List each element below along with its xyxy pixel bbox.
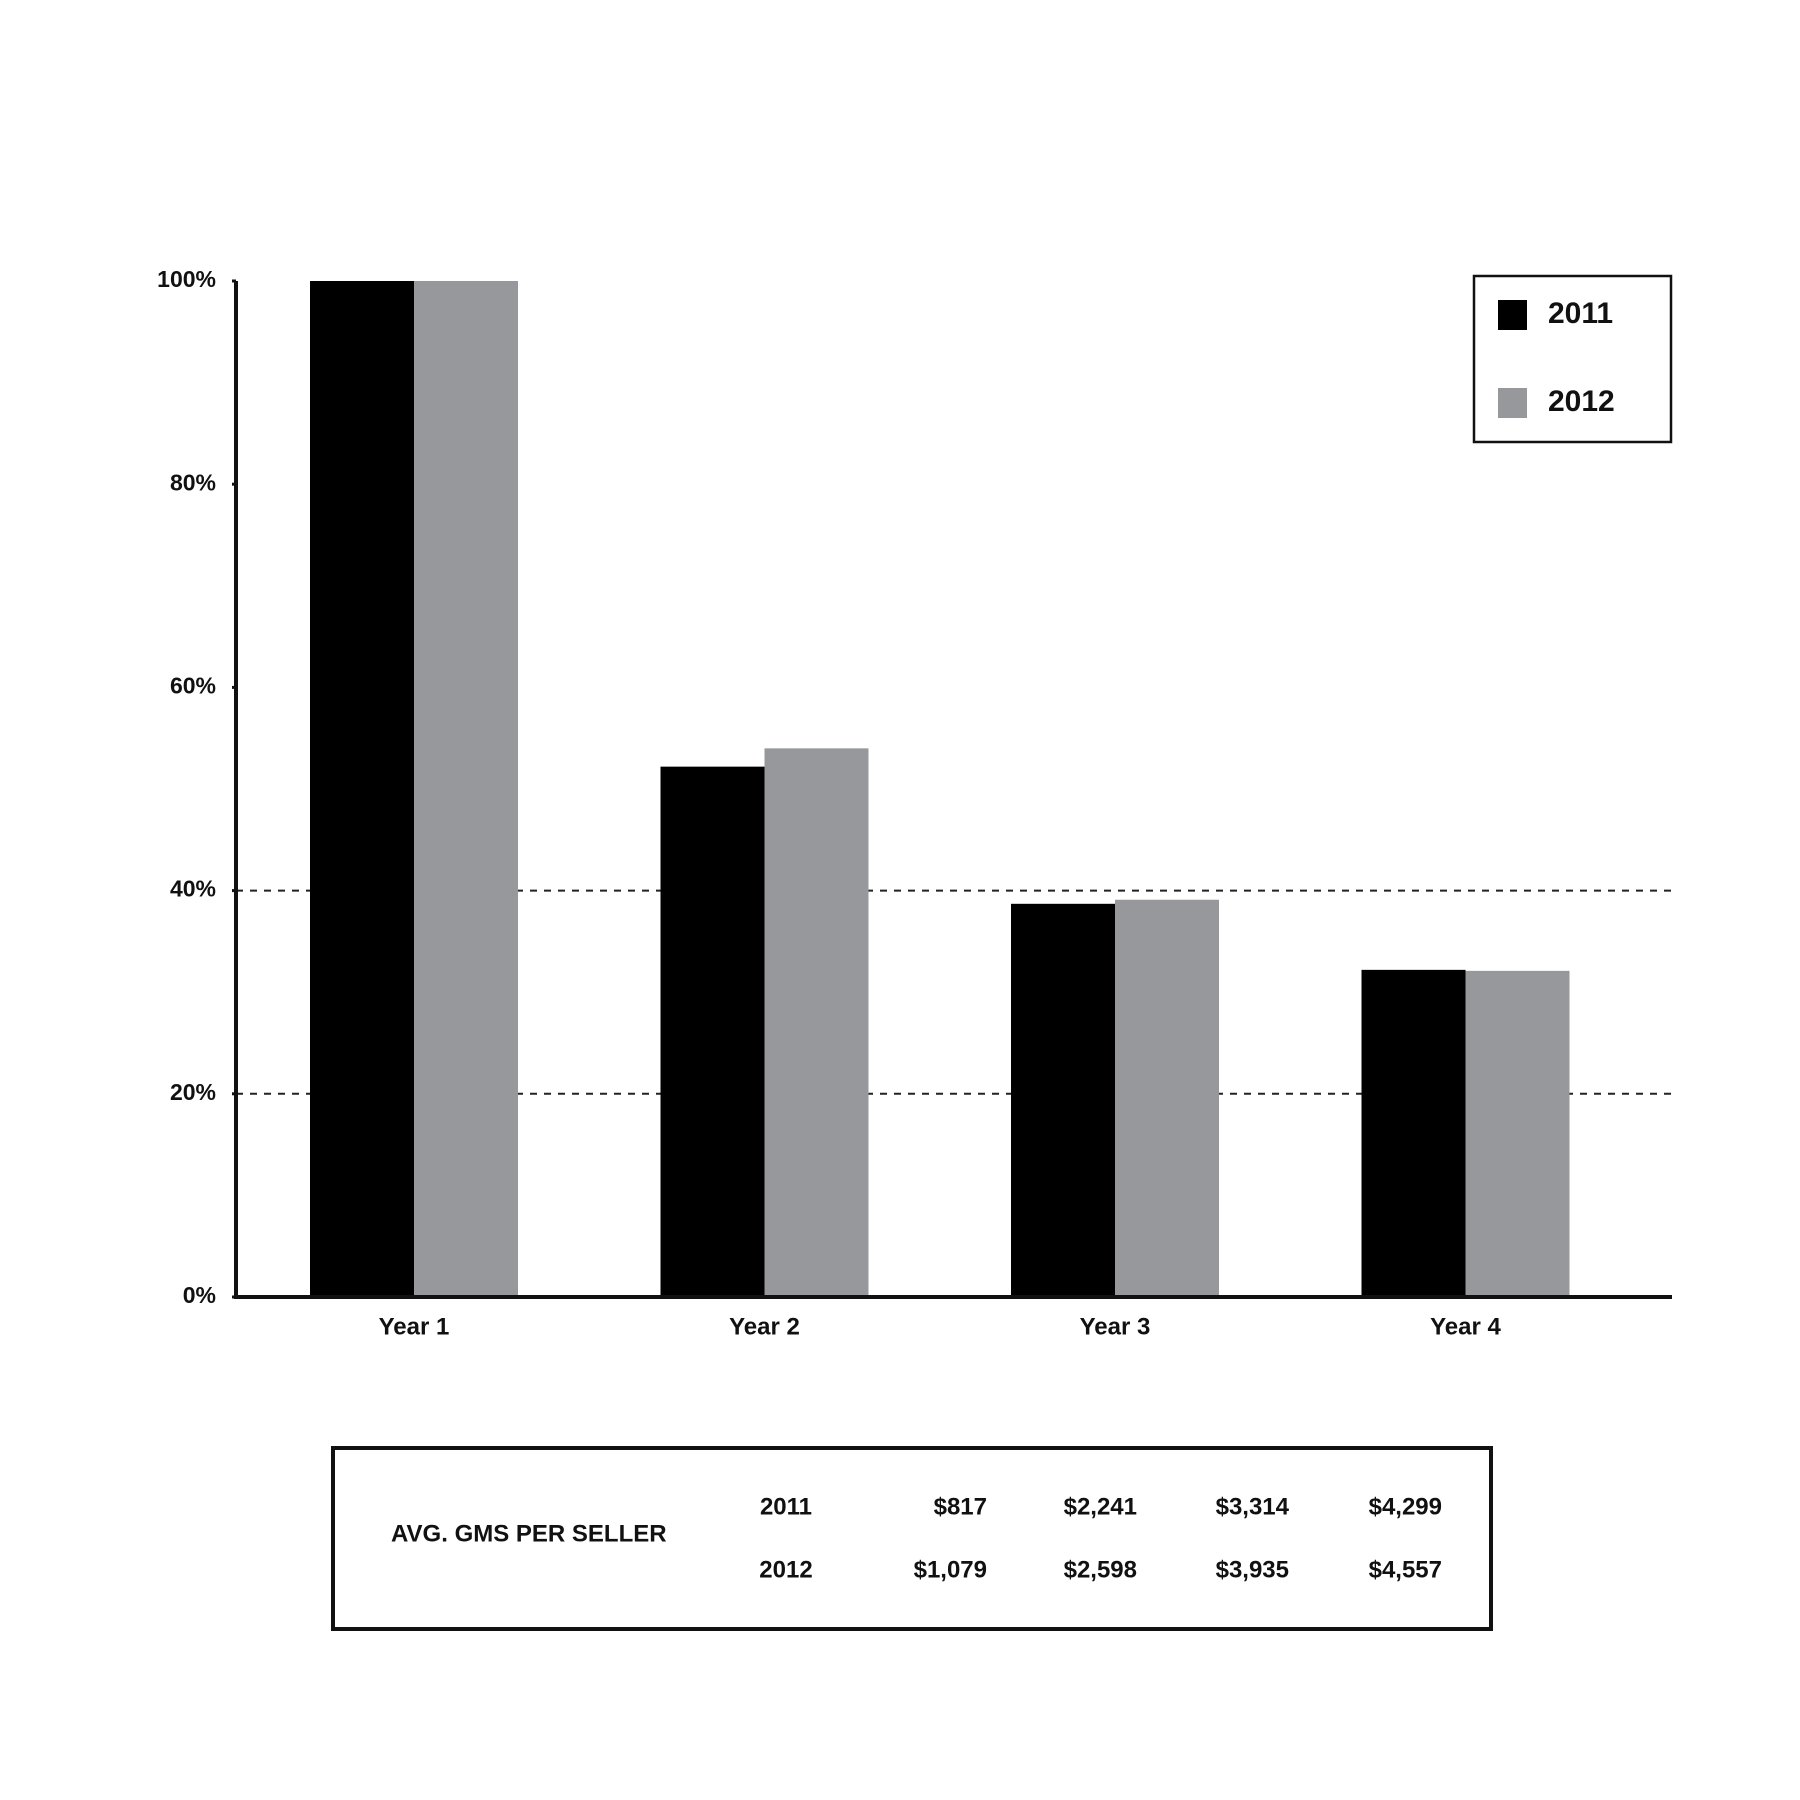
y-tick-label: 20%	[170, 1079, 216, 1105]
bar	[1011, 903, 1115, 1297]
y-tick-label: 80%	[170, 469, 216, 495]
table-cell: $3,935	[1216, 1556, 1289, 1583]
x-tick-label: Year 3	[1080, 1313, 1151, 1340]
table-cell: $1,079	[914, 1556, 987, 1583]
legend-label: 2011	[1548, 297, 1613, 330]
bar	[660, 766, 765, 1297]
bar	[1361, 969, 1466, 1297]
y-tick-label: 0%	[183, 1282, 216, 1308]
bar	[764, 748, 869, 1297]
table-row-label: 2011	[760, 1493, 812, 1520]
y-tick-label: 100%	[157, 266, 216, 292]
legend-swatch	[1498, 388, 1527, 418]
bar	[1115, 899, 1219, 1297]
table-cell: $3,314	[1216, 1493, 1290, 1520]
table-box	[331, 1446, 1493, 1631]
x-tick-label: Year 4	[1430, 1313, 1501, 1340]
table-cell: $2,241	[1064, 1493, 1137, 1520]
bar	[310, 281, 414, 1297]
legend-label: 2012	[1548, 385, 1615, 418]
y-tick-label: 40%	[170, 876, 216, 902]
legend-box	[1472, 274, 1673, 444]
bar	[1465, 970, 1570, 1297]
table-title: AVG. GMS PER SELLER	[391, 1520, 667, 1547]
y-tick-label: 60%	[170, 672, 216, 698]
legend-swatch	[1498, 300, 1527, 330]
x-tick-label: Year 1	[379, 1313, 450, 1340]
table-cell: $4,299	[1369, 1493, 1442, 1520]
x-tick-label: Year 2	[729, 1313, 800, 1340]
table-cell: $2,598	[1064, 1556, 1137, 1583]
table-cell: $4,557	[1369, 1556, 1442, 1583]
bar	[414, 281, 518, 1297]
table-cell: $817	[934, 1493, 987, 1520]
table-row-label: 2012	[759, 1556, 812, 1583]
